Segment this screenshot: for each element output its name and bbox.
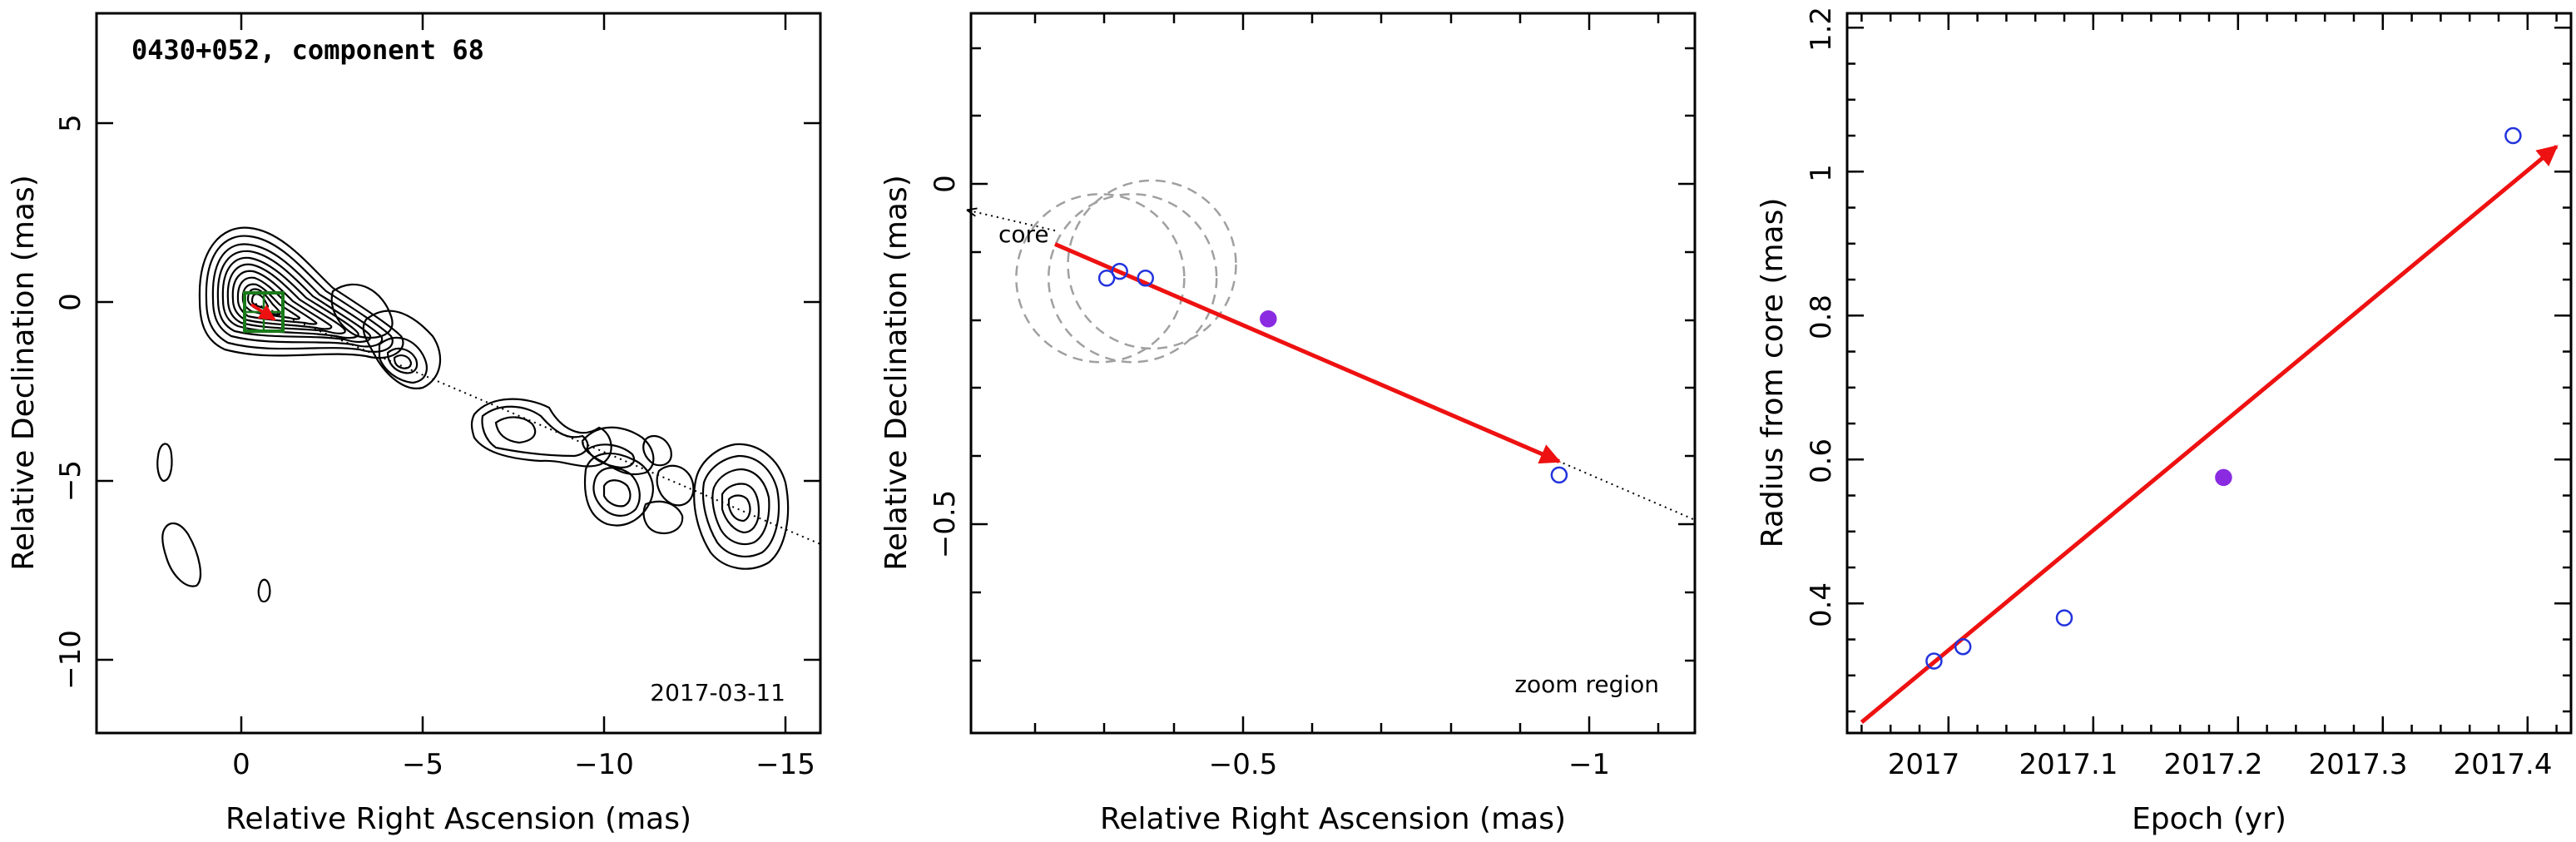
panel-3-marks [1860, 126, 2559, 724]
panel-2-x-axis-label: Relative Right Ascension (mas) [1100, 802, 1566, 836]
panel-1-x-tick-2: −10 [574, 748, 634, 781]
panel-1-contour-map: 0 −5 −10 −15 5 0 −5 −10 Relative Right A… [7, 12, 822, 836]
panel-2-y-tick-0: 0 [929, 175, 962, 193]
open-point-1 [1111, 262, 1128, 280]
panel-3-frame [1845, 12, 2573, 735]
panel-1-y-tick-1: 0 [54, 293, 87, 311]
open-point-0 [1097, 270, 1116, 287]
open-point-2 [1137, 270, 1154, 287]
inner-jet-contours [330, 283, 442, 389]
core-label: core [998, 220, 1049, 248]
panel-1-motion-arrow [250, 303, 276, 321]
panel-3-x-axis-label: Epoch (yr) [2132, 802, 2286, 836]
panel-2-marks [968, 179, 1696, 521]
panel-3-radius-vs-epoch: 2017 2017.1 2017.2 2017.3 2017.4 0.4 0.6… [1756, 7, 2573, 836]
panel-3-x-tick-3: 2017.3 [2309, 748, 2408, 781]
open-point-0 [1925, 652, 1943, 670]
panel-2-motion-arrow [1053, 242, 1562, 464]
panel-2-y-axis-label: Relative Declination (mas) [879, 175, 914, 571]
panel-3-y-tick-2: 0.8 [1805, 295, 1838, 339]
panel-2-zoom: −0.5 −1 0 −0.5 Relative Right Ascension … [879, 12, 1697, 836]
open-point-2 [2055, 609, 2073, 627]
panel-3-x-tick-2: 2017.2 [2164, 748, 2263, 781]
uncertainty-circle-0 [1015, 193, 1186, 364]
panel-3-y-tick-1: 0.6 [1805, 438, 1838, 483]
filled-point-0 [2215, 468, 2232, 487]
panel-1-x-tick-3: −15 [755, 748, 815, 781]
panel-3-x-tick-0: 2017 [1888, 748, 1960, 781]
fit-arrow [1860, 145, 2559, 724]
panel-1-date: 2017-03-11 [650, 679, 785, 706]
component-marker [243, 291, 285, 333]
outer-jet-contours [470, 398, 790, 570]
filled-point-0 [1260, 310, 1277, 328]
panel-2-ticks [971, 13, 1695, 733]
panel-3-y-axis-label: Radius from core (mas) [1756, 198, 1790, 548]
panel-3-y-tick-0: 0.4 [1805, 582, 1838, 627]
panel-1-x-tick-0: 0 [232, 748, 250, 781]
panel-3-ticks [1847, 13, 2571, 733]
panel-3-y-tick-3: 1 [1805, 164, 1838, 182]
panel-3-x-tick-4: 2017.4 [2454, 748, 2553, 781]
panel-2-y-tick-1: −0.5 [929, 490, 962, 559]
panel-1-ticks [97, 13, 820, 733]
panel-1-y-tick-0: 5 [54, 114, 87, 132]
panel-2-frame [969, 12, 1697, 735]
panel-1-y-axis-label: Relative Declination (mas) [7, 175, 41, 571]
panel-1-title: 0430+052, component 68 [131, 34, 484, 66]
panel-1-x-axis-label: Relative Right Ascension (mas) [225, 802, 691, 836]
panel-1-y-tick-3: −10 [54, 630, 87, 690]
panel-1-x-tick-1: −5 [402, 748, 443, 781]
panel-1-frame [95, 12, 822, 735]
open-point-1 [1954, 637, 1972, 656]
panel-2-x-tick-0: −0.5 [1209, 748, 1278, 781]
panel-3-x-tick-1: 2017.1 [2019, 748, 2118, 781]
panel-2-x-tick-1: −1 [1568, 748, 1610, 781]
open-point-3 [1550, 466, 1568, 484]
panel-3-y-tick-4: 1.2 [1805, 7, 1838, 52]
isolated-contours [156, 443, 271, 603]
open-point-3 [2504, 126, 2522, 145]
zoom-region-label: zoom region [1514, 671, 1659, 698]
uncertainty-circle-2 [1067, 179, 1237, 350]
panel-1-y-tick-2: −5 [54, 460, 87, 502]
